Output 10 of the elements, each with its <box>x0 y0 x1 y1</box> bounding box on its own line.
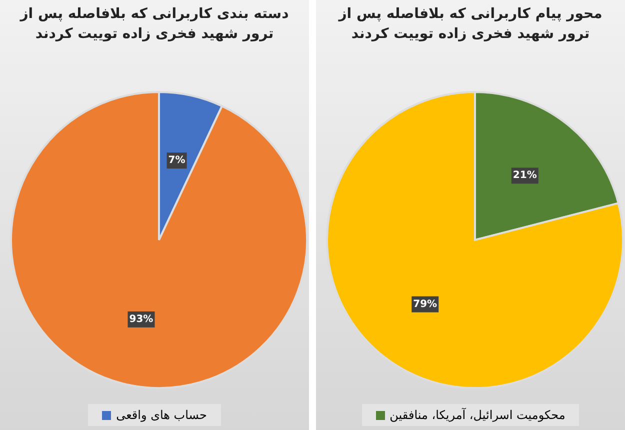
chart-title: محور پیام کاربرانی که بلافاصله پس از ترور شهید فخری زاده توییت کردند <box>337 5 604 44</box>
legend-label: حساب های واقعی <box>116 408 207 422</box>
data-label: 7% <box>168 155 186 166</box>
data-label: 21% <box>512 170 537 182</box>
legend-label: محکومیت اسرائیل، آمریکا، منافقین <box>390 408 566 422</box>
data-label: 79% <box>413 298 438 310</box>
data-label: 93% <box>129 314 154 325</box>
chart-title: دسته بندی کاربرانی که بلافاصله پس از ترور شهید فخری زاده توییت کردند <box>18 5 290 44</box>
pie-slice <box>10 91 308 389</box>
pie-slice <box>326 91 624 389</box>
